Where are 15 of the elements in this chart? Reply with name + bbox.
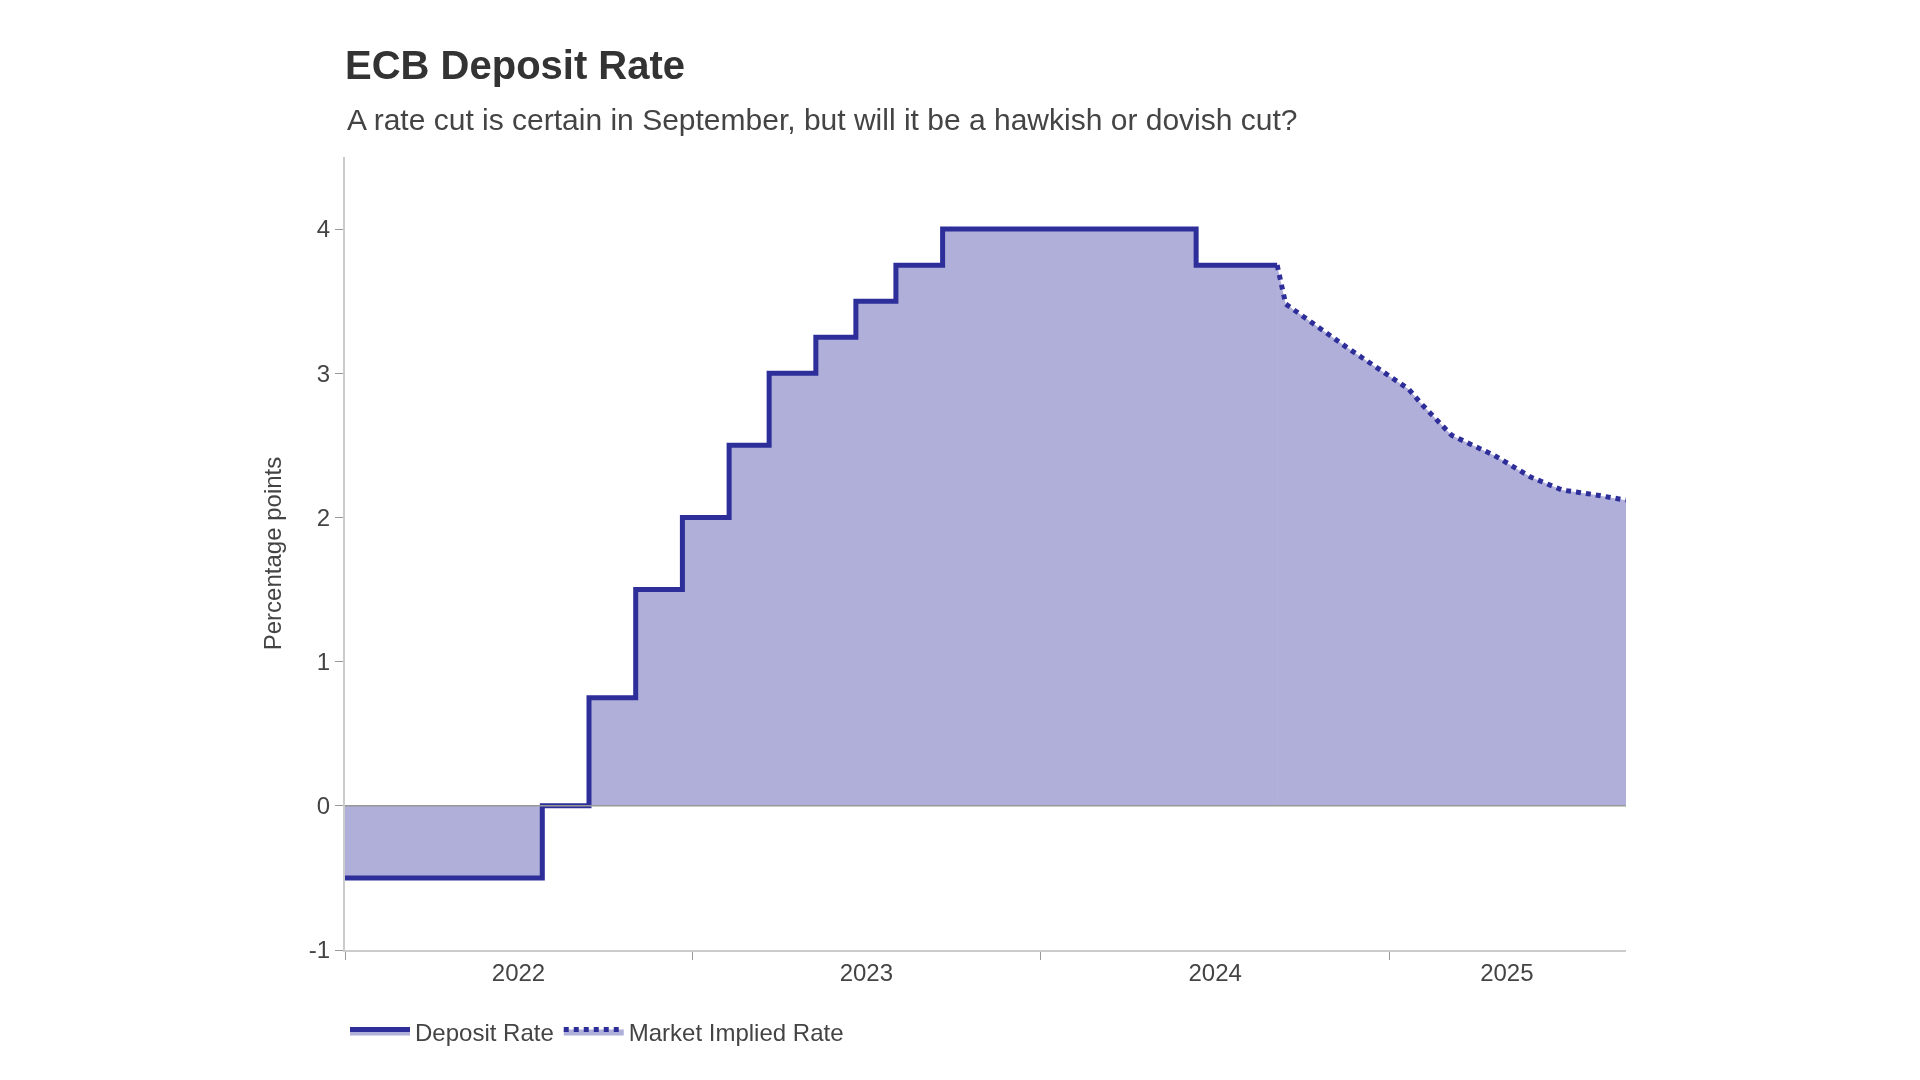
x-tick-label: 2023 <box>839 958 894 986</box>
chart-subtitle: A rate cut is certain in September, but will it be a hawkish or dovish cut? <box>347 103 1298 136</box>
y-axis-title: Percentage points <box>259 456 287 651</box>
y-tick-label: 4 <box>316 215 331 243</box>
y-tick-label: 3 <box>316 359 331 387</box>
x-tick-label: 2025 <box>1480 958 1534 986</box>
legend-label: Deposit Rate <box>415 1018 554 1046</box>
y-tick-label: 0 <box>316 792 331 820</box>
y-tick-label: 1 <box>316 648 331 676</box>
chart-title: ECB Deposit Rate <box>345 42 686 87</box>
y-tick-label: 2 <box>316 503 331 531</box>
legend-label: Market Implied Rate <box>628 1018 844 1046</box>
x-tick-label: 2022 <box>491 958 546 986</box>
x-tick-label: 2024 <box>1188 958 1242 986</box>
y-tick-label: -1 <box>308 936 331 964</box>
